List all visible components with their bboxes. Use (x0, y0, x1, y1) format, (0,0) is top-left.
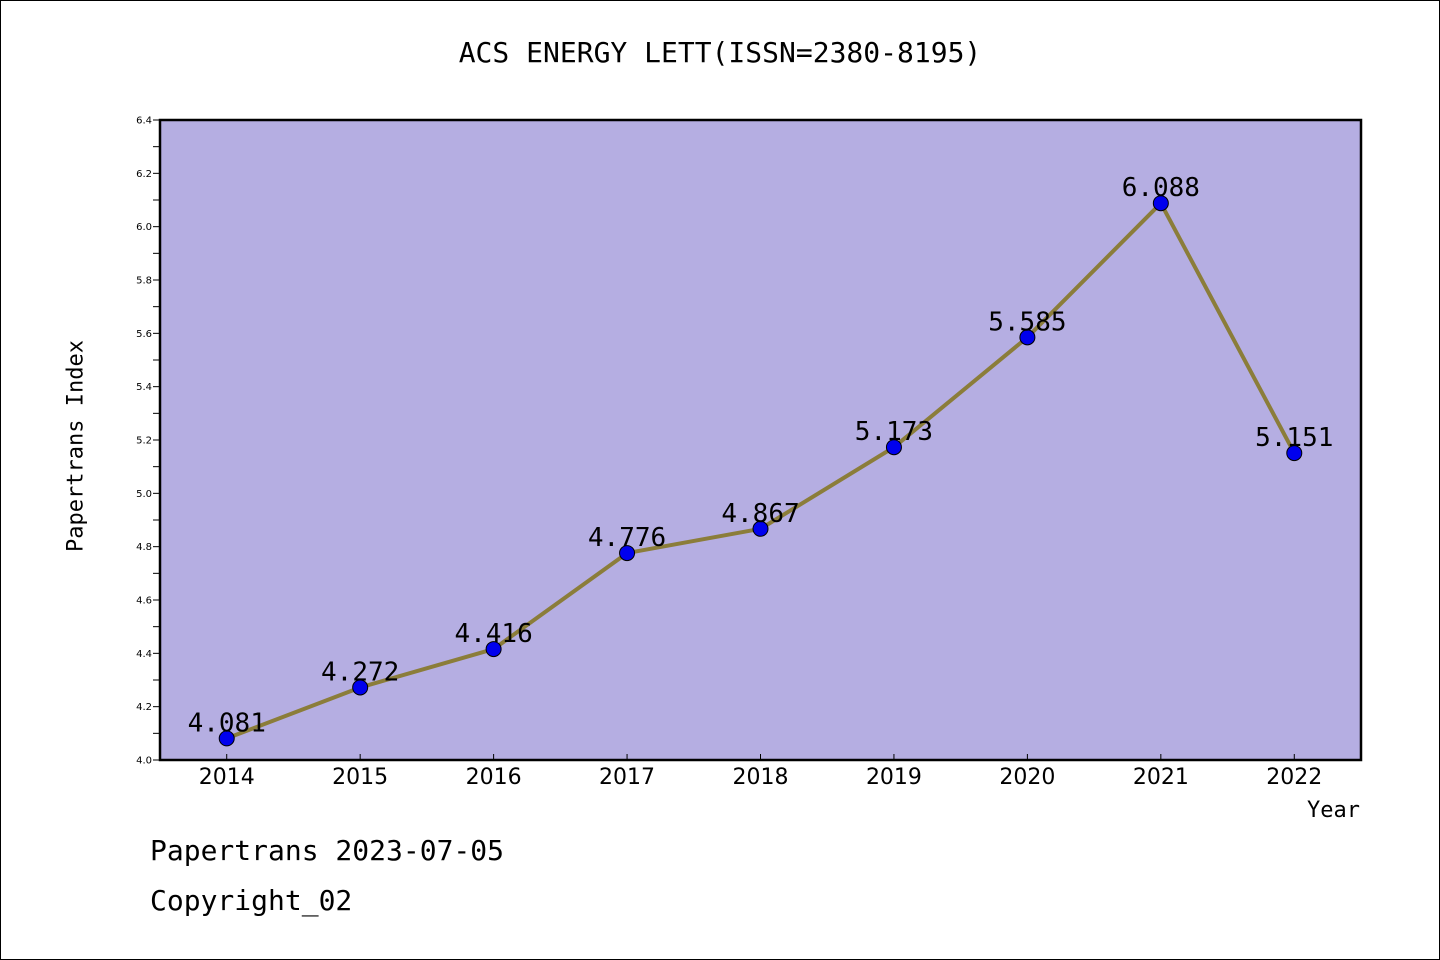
y-tick-label: 5.6 (136, 329, 152, 340)
data-label: 5.173 (855, 417, 933, 447)
footer-date: Papertrans 2023-07-05 (150, 834, 505, 867)
data-label: 6.088 (1122, 173, 1200, 203)
data-label: 4.867 (721, 499, 799, 529)
data-point (218, 730, 235, 747)
x-tick-label: 2015 (332, 765, 388, 790)
data-label: 5.151 (1255, 423, 1333, 453)
plot-area (158, 118, 1363, 762)
data-point (1286, 445, 1303, 462)
y-tick-label: 4.8 (136, 542, 152, 553)
x-tick-label: 2018 (733, 765, 789, 790)
y-tick-label: 5.8 (136, 276, 152, 287)
data-point (885, 439, 902, 456)
data-label: 4.776 (588, 523, 666, 553)
y-tick-label: 4.6 (136, 596, 152, 607)
x-tick-label: 2017 (599, 765, 655, 790)
x-tick-label: 2020 (999, 765, 1055, 790)
y-axis-label: Papertrans Index (63, 340, 89, 552)
chart-title: ACS ENERGY LETT(ISSN=2380-8195) (458, 36, 982, 69)
data-label: 5.585 (988, 307, 1066, 337)
data-label: 4.272 (321, 657, 399, 687)
y-tick-label: 4.0 (136, 756, 152, 767)
data-point (619, 545, 636, 562)
data-point (752, 520, 769, 537)
y-tick-label: 6.0 (136, 222, 152, 233)
x-axis-label: Year (1307, 798, 1360, 823)
data-label: 4.081 (188, 708, 266, 738)
data-point (1019, 329, 1036, 346)
x-tick-label: 2016 (466, 765, 522, 790)
y-tick-label: 5.4 (136, 382, 152, 393)
y-tick-label: 5.2 (136, 436, 152, 447)
data-point (1152, 195, 1169, 212)
x-tick-label: 2014 (199, 765, 255, 790)
x-tick-label: 2022 (1266, 765, 1322, 790)
y-tick-label: 6.4 (136, 116, 152, 127)
y-tick-label: 4.2 (136, 702, 152, 713)
y-tick-label: 6.2 (136, 169, 152, 180)
x-tick-label: 2019 (866, 765, 922, 790)
data-point (352, 679, 369, 696)
y-tick-label: 4.4 (136, 649, 152, 660)
y-tick-label: 5.0 (136, 489, 152, 500)
data-point (485, 641, 502, 658)
data-label: 4.416 (454, 619, 532, 649)
footer-copyright: Copyright_02 (150, 884, 353, 917)
x-tick-label: 2021 (1133, 765, 1189, 790)
